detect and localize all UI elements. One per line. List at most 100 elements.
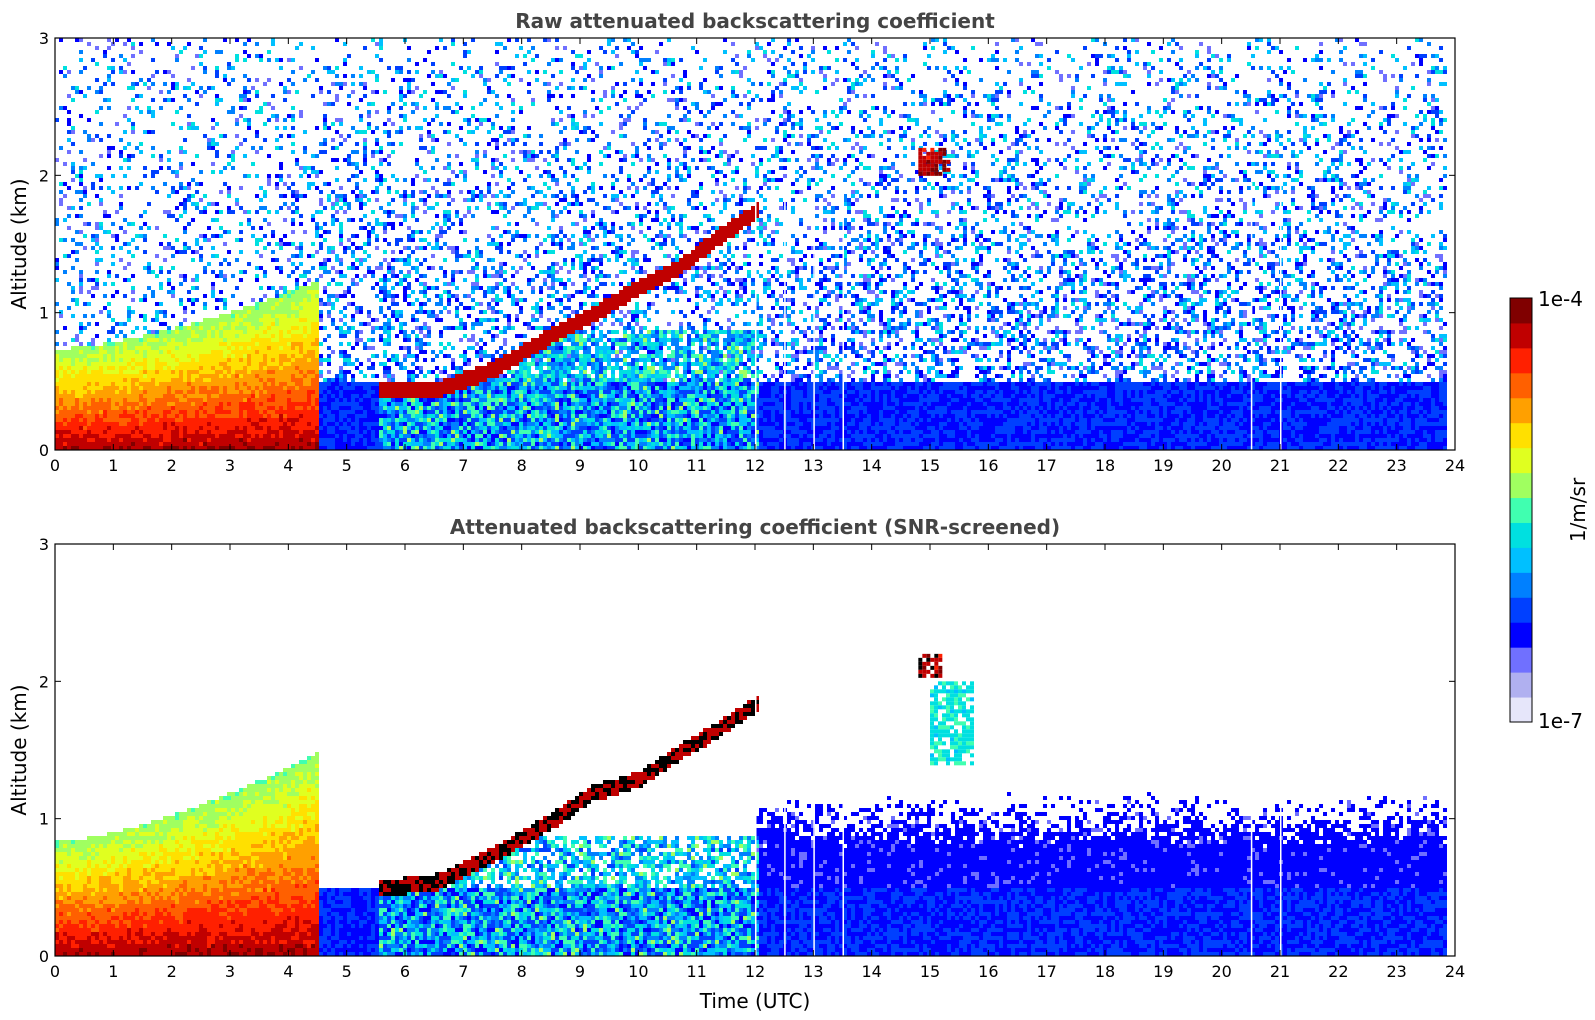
heatmap-cell [399,422,403,426]
heatmap-cell [163,310,167,314]
heatmap-cell [327,346,331,350]
heatmap-cell [235,430,239,434]
heatmap-cell [335,398,339,402]
heatmap-cell [251,306,255,310]
heatmap-cell [239,278,243,282]
heatmap-cell [175,382,179,386]
heatmap-cell [483,398,487,402]
heatmap-cell [219,262,223,266]
heatmap-cell [247,54,251,58]
heatmap-cell [335,270,339,274]
heatmap-cell [399,114,403,118]
heatmap-cell [147,374,151,378]
heatmap-cell [131,338,135,342]
heatmap-cell [131,434,135,438]
heatmap-cell [347,202,351,206]
heatmap-cell [159,322,163,326]
heatmap-cell [479,302,483,306]
heatmap-cell [219,338,223,342]
heatmap-cell [211,354,215,358]
heatmap-cell [195,446,199,450]
heatmap-cell [211,414,215,418]
heatmap-cell [295,430,299,434]
heatmap-cell [63,410,67,414]
heatmap-cell [319,442,323,446]
heatmap-cell [303,386,307,390]
heatmap-cell [79,418,83,422]
heatmap-cell [247,322,251,326]
heatmap-cell [247,330,251,334]
heatmap-cell [91,58,95,62]
heatmap-cell [199,86,203,90]
heatmap-cell [159,338,163,342]
heatmap-cell [311,390,315,394]
heatmap-cell [111,366,115,370]
heatmap-cell [295,330,299,334]
heatmap-cell [343,194,347,198]
heatmap-cell [495,114,499,118]
heatmap-cell [407,274,411,278]
heatmap-cell [135,446,139,450]
heatmap-cell [115,418,119,422]
heatmap-cell [119,358,123,362]
heatmap-cell [423,302,427,306]
heatmap-cell [151,74,155,78]
heatmap-cell [467,446,471,450]
heatmap-cell [287,174,291,178]
heatmap-cell [55,398,59,402]
heatmap-cell [351,446,355,450]
heatmap-cell [331,218,335,222]
heatmap-cell [87,410,91,414]
heatmap-cell [295,422,299,426]
heatmap-cell [67,386,71,390]
heatmap-cell [107,46,111,50]
heatmap-cell [383,230,387,234]
heatmap-cell [399,398,403,402]
heatmap-cell [151,294,155,298]
heatmap-cell [395,418,399,422]
heatmap-cell [111,426,115,430]
heatmap-cell [407,286,411,290]
heatmap-cell [395,314,399,318]
heatmap-cell [203,134,207,138]
heatmap-cell [427,390,431,394]
heatmap-cell [199,234,203,238]
heatmap-cell [351,234,355,238]
heatmap-cell [291,210,295,214]
heatmap-cell [183,150,187,154]
heatmap-cell [407,430,411,434]
heatmap-cell [475,426,479,430]
heatmap-cell [303,430,307,434]
heatmap-cell [319,262,323,266]
heatmap-cell [107,274,111,278]
heatmap-cell [295,346,299,350]
heatmap-cell [343,362,347,366]
heatmap-cell [147,382,151,386]
heatmap-cell [359,386,363,390]
heatmap-cell [483,366,487,370]
heatmap-cell [147,434,151,438]
heatmap-cell [367,386,371,390]
heatmap-cell [307,310,311,314]
heatmap-cell [83,430,87,434]
heatmap-cell [259,186,263,190]
heatmap-cell [403,438,407,442]
heatmap-cell [339,406,343,410]
heatmap-cell [107,406,111,410]
heatmap-cell [367,122,371,126]
heatmap-cell [287,410,291,414]
heatmap-cell [259,354,263,358]
heatmap-cell [123,294,127,298]
heatmap-cell [107,418,111,422]
heatmap-cell [283,242,287,246]
heatmap-cell [463,350,467,354]
heatmap-cell [471,442,475,446]
heatmap-cell [311,266,315,270]
heatmap-cell [471,410,475,414]
heatmap-cell [383,294,387,298]
heatmap-cell [339,258,343,262]
heatmap-cell [59,394,63,398]
heatmap-cell [55,394,59,398]
heatmap-cell [243,358,247,362]
heatmap-cell [155,394,159,398]
